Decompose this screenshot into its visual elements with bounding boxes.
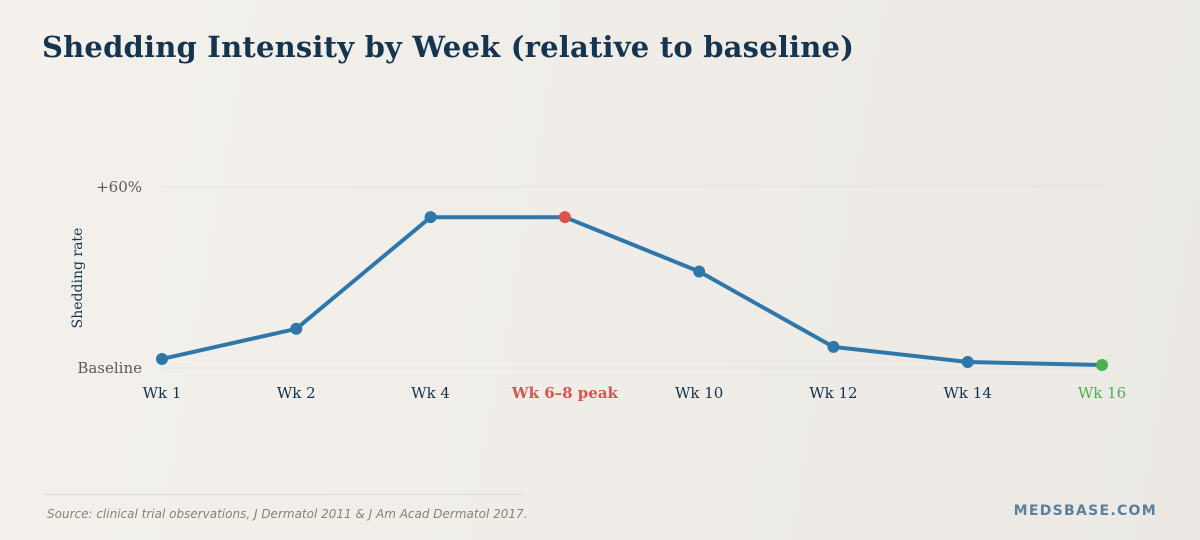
brand-logo-text: MEDSBASE.COM xyxy=(1013,503,1157,519)
data-point xyxy=(961,355,974,368)
x-tick-label: Wk 2 xyxy=(277,384,316,402)
series-line xyxy=(160,215,1104,367)
x-tick-label: Wk 14 xyxy=(944,384,992,402)
x-tick-label: Wk 10 xyxy=(675,384,723,402)
x-tick-label: Wk 12 xyxy=(809,384,857,402)
x-tick-label: Wk 1 xyxy=(143,384,182,402)
end-point xyxy=(1096,358,1108,371)
source-note: Source: clinical trial observations, J D… xyxy=(47,507,528,521)
data-point xyxy=(424,211,437,224)
y-tick-label: +60% xyxy=(96,178,142,196)
chart-title: Shedding Intensity by Week (relative to … xyxy=(42,30,855,64)
x-tick-label: Wk 16 xyxy=(1078,384,1126,402)
peak-point xyxy=(558,211,571,224)
y-tick-label: Baseline xyxy=(77,359,142,377)
source-divider xyxy=(45,494,525,495)
y-axis-label: Shedding rate xyxy=(70,228,86,329)
x-tick-label: Wk 4 xyxy=(411,384,450,402)
x-tick-label: Wk 6–8 peak xyxy=(511,384,619,402)
data-point xyxy=(290,322,303,335)
data-point xyxy=(156,352,168,365)
data-point xyxy=(827,340,840,353)
data-point xyxy=(693,265,706,278)
